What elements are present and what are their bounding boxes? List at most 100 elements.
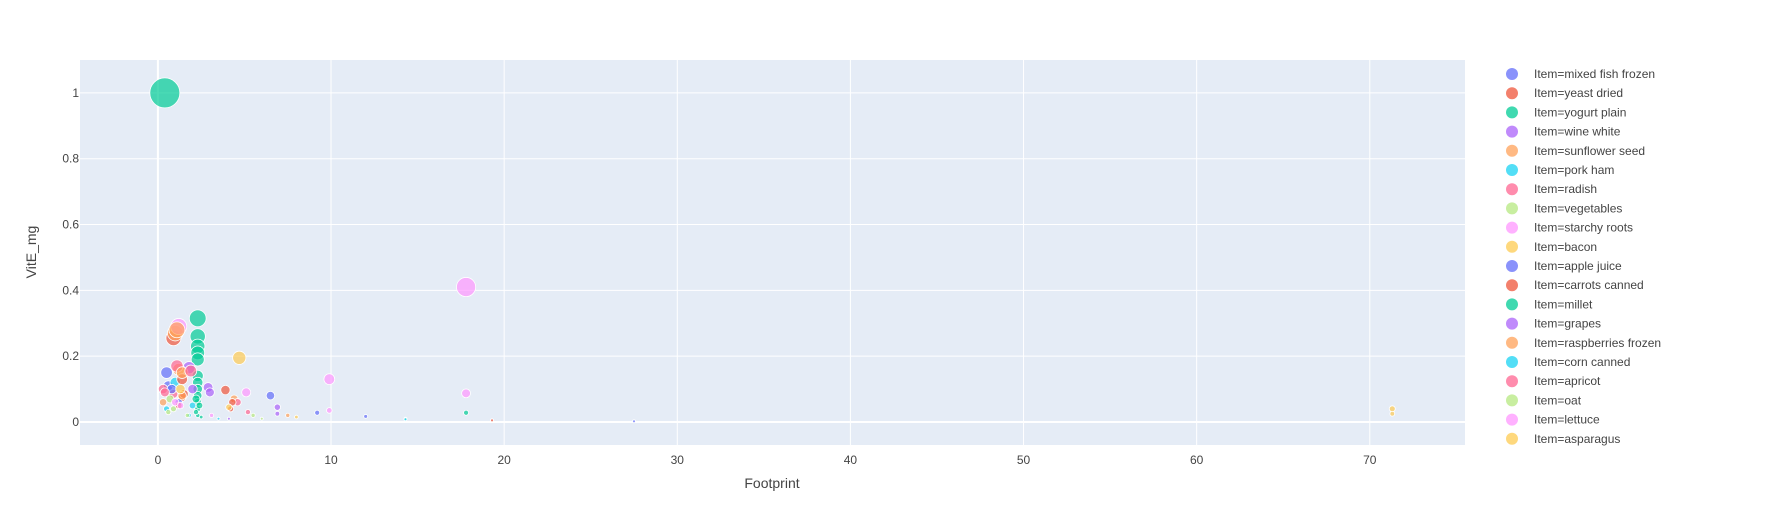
data-point[interactable] xyxy=(175,383,186,395)
data-point[interactable] xyxy=(204,387,215,398)
data-point[interactable] xyxy=(265,390,276,401)
data-point[interactable] xyxy=(232,350,247,365)
data-point[interactable] xyxy=(192,409,199,416)
data-point[interactable] xyxy=(1388,405,1396,413)
data-point[interactable] xyxy=(632,419,636,424)
legend-label: Item=millet xyxy=(1534,297,1593,311)
legend-item[interactable]: Item=apricot xyxy=(1506,374,1601,388)
legend-label: Item=yogurt plain xyxy=(1534,105,1626,119)
data-point[interactable] xyxy=(463,409,469,416)
data-point[interactable] xyxy=(456,277,477,298)
legend-label: Item=lettuce xyxy=(1534,413,1600,427)
data-point[interactable] xyxy=(244,409,251,416)
legend-label: Item=carrots canned xyxy=(1534,278,1644,292)
legend-label: Item=apricot xyxy=(1534,374,1601,388)
legend-marker xyxy=(1506,106,1518,119)
legend-item[interactable]: Item=bacon xyxy=(1506,240,1597,254)
data-point[interactable] xyxy=(285,412,291,418)
data-point[interactable] xyxy=(461,388,471,399)
data-point[interactable] xyxy=(184,364,198,378)
data-point[interactable] xyxy=(191,394,201,404)
legend-label: Item=yeast dried xyxy=(1534,86,1623,100)
data-point[interactable] xyxy=(323,373,336,385)
legend-marker xyxy=(1506,394,1518,407)
data-point[interactable] xyxy=(326,407,333,414)
legend-item[interactable]: Item=oat xyxy=(1506,393,1582,407)
data-point[interactable] xyxy=(259,416,264,421)
data-point[interactable] xyxy=(198,414,204,420)
legend-marker xyxy=(1506,221,1518,234)
legend-item[interactable]: Item=vegetables xyxy=(1506,201,1622,215)
y-tick-label: 1 xyxy=(72,86,79,100)
grid-lines xyxy=(80,60,1465,445)
y-tick-label: 0.4 xyxy=(62,283,79,297)
legend-item[interactable]: Item=yeast dried xyxy=(1506,86,1623,100)
data-point[interactable] xyxy=(273,403,281,411)
legend-item[interactable]: Item=corn canned xyxy=(1506,355,1630,369)
data-point[interactable] xyxy=(314,409,321,416)
data-point[interactable] xyxy=(403,417,408,422)
data-point[interactable] xyxy=(176,401,185,410)
axis-ticks: 0 10 20 30 40 50 60 70 0 0.2 0.4 0.6 0.8 1 xyxy=(62,86,1376,467)
data-point[interactable] xyxy=(490,418,494,423)
data-point[interactable] xyxy=(159,398,168,407)
legend-item[interactable]: Item=lettuce xyxy=(1506,413,1600,427)
legend-marker xyxy=(1506,356,1518,368)
data-point[interactable] xyxy=(363,414,369,419)
data-point[interactable] xyxy=(294,414,299,420)
legend-marker xyxy=(1506,375,1518,388)
y-axis-title: VitE_mg xyxy=(23,226,39,279)
x-tick-label: 40 xyxy=(844,453,858,467)
series-19 xyxy=(175,383,299,420)
legend-item[interactable]: Item=grapes xyxy=(1506,317,1601,331)
data-point[interactable] xyxy=(274,410,281,417)
legend-item[interactable]: Item=yogurt plain xyxy=(1506,105,1626,119)
data-point[interactable] xyxy=(187,383,198,395)
legend-item[interactable]: Item=millet xyxy=(1506,297,1593,311)
data-point[interactable] xyxy=(195,401,204,410)
data-point[interactable] xyxy=(168,321,186,339)
legend-marker xyxy=(1506,125,1518,138)
data-point[interactable] xyxy=(159,387,170,398)
data-point[interactable] xyxy=(149,77,181,109)
legend-marker xyxy=(1506,432,1518,445)
legend: Item=mixed fish frozen Item=yeast dried It… xyxy=(1506,67,1661,446)
legend-item[interactable]: Item=wine white xyxy=(1506,125,1621,139)
data-point[interactable] xyxy=(209,412,215,418)
data-point[interactable] xyxy=(184,412,190,418)
legend-label: Item=radish xyxy=(1534,182,1597,196)
x-tick-label: 30 xyxy=(671,453,685,467)
series-18 xyxy=(171,398,215,418)
legend-item[interactable]: Item=radish xyxy=(1506,182,1597,196)
data-point[interactable] xyxy=(226,416,231,421)
data-point[interactable] xyxy=(160,366,173,379)
legend-label: Item=raspberries frozen xyxy=(1534,336,1661,350)
legend-item[interactable]: Item=pork ham xyxy=(1506,163,1614,177)
legend-item[interactable]: Item=asparagus xyxy=(1506,432,1620,446)
data-point[interactable] xyxy=(1389,410,1396,417)
data-point[interactable] xyxy=(190,352,205,367)
series-12 xyxy=(191,394,204,420)
data-point[interactable] xyxy=(241,387,252,398)
data-point[interactable] xyxy=(250,412,256,418)
legend-item[interactable]: Item=mixed fish frozen xyxy=(1506,67,1655,81)
legend-marker xyxy=(1506,240,1518,253)
data-point[interactable] xyxy=(188,309,207,328)
legend-marker xyxy=(1506,202,1518,215)
legend-item[interactable]: Item=raspberries frozen xyxy=(1506,336,1661,350)
legend-label: Item=asparagus xyxy=(1534,432,1620,446)
legend-label: Item=starchy roots xyxy=(1534,221,1633,235)
x-tick-label: 70 xyxy=(1363,453,1377,467)
data-point[interactable] xyxy=(188,401,197,410)
data-point[interactable] xyxy=(220,384,231,396)
legend-item[interactable]: Item=sunflower seed xyxy=(1506,144,1645,158)
data-point[interactable] xyxy=(225,403,233,411)
data-point[interactable] xyxy=(165,409,172,416)
legend-item[interactable]: Item=carrots canned xyxy=(1506,278,1644,292)
legend-label: Item=sunflower seed xyxy=(1534,144,1645,158)
data-point[interactable] xyxy=(216,416,221,421)
legend-marker xyxy=(1506,144,1518,157)
legend-item[interactable]: Item=starchy roots xyxy=(1506,221,1633,235)
legend-item[interactable]: Item=apple juice xyxy=(1506,259,1622,273)
